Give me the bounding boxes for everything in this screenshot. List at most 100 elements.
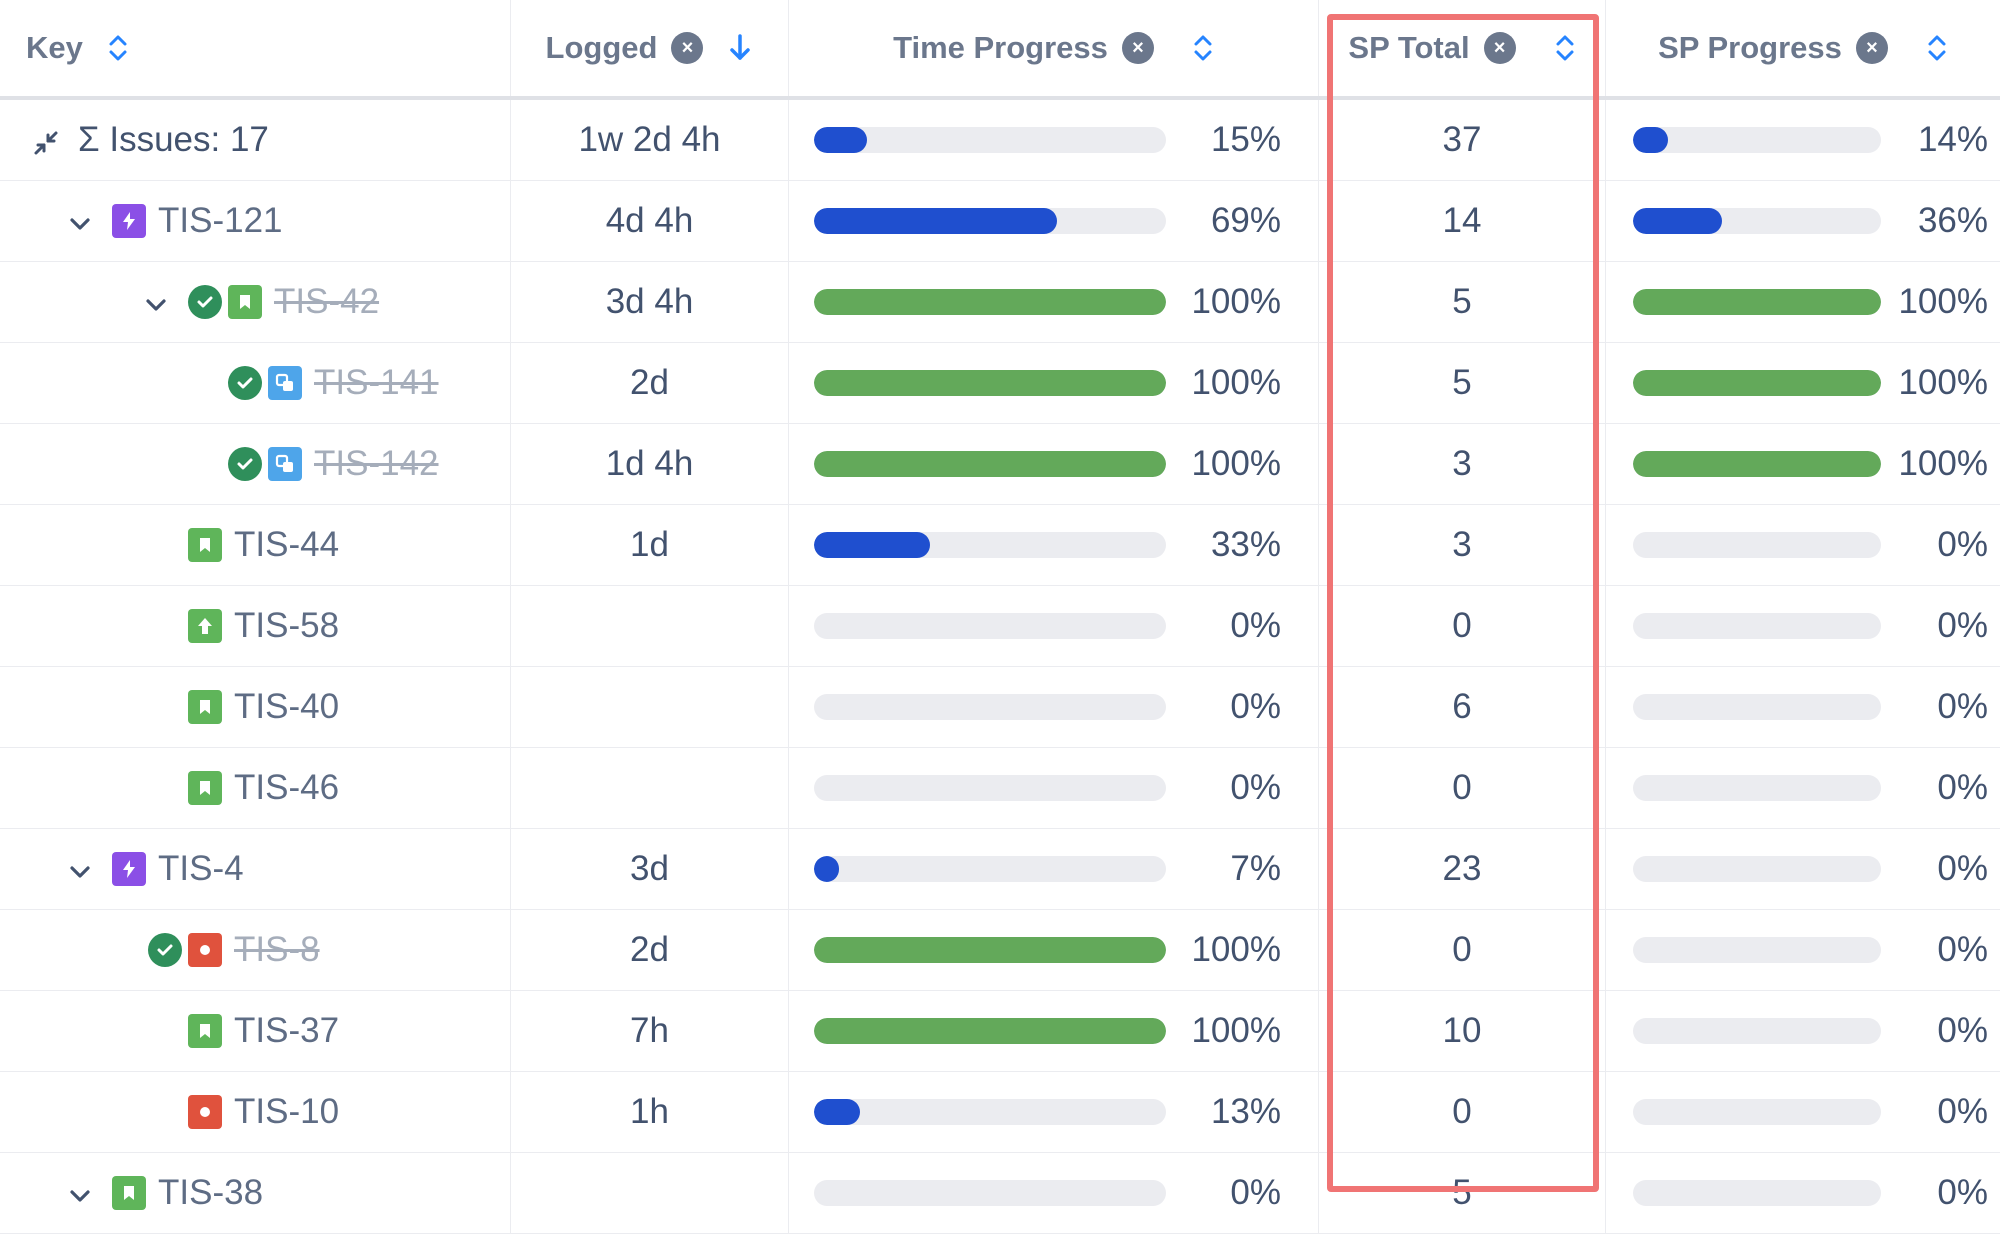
- sort-descending-arrow-icon[interactable]: [727, 31, 753, 65]
- table-row[interactable]: TIS-141 2d 100% 5 100%: [0, 343, 2000, 424]
- sp-progress-fill: [1633, 451, 1881, 477]
- issue-key-link[interactable]: TIS-58: [234, 606, 340, 645]
- epic-type-icon: [112, 852, 146, 886]
- table-row[interactable]: TIS-46 0% 0 0%: [0, 748, 2000, 829]
- issue-key-link[interactable]: TIS-44: [234, 525, 340, 564]
- remove-column-time-progress-icon[interactable]: ×: [1121, 32, 1154, 64]
- issue-key-link[interactable]: TIS-38: [158, 1173, 264, 1212]
- sp-progress-percent: 0%: [1937, 849, 1988, 888]
- sp-progress-cell: 0%: [1605, 586, 2000, 666]
- sp-progress-percent: 0%: [1937, 768, 1988, 807]
- sp-progress-percent: 0%: [1937, 1011, 1988, 1050]
- issue-key-link[interactable]: TIS-142: [314, 444, 439, 483]
- expand-chevron-icon[interactable]: [142, 288, 170, 316]
- table-row[interactable]: TIS-44 1d 33% 3 0%: [0, 505, 2000, 586]
- table-row[interactable]: TIS-38 0% 5 0%: [0, 1153, 2000, 1234]
- remove-column-logged-icon[interactable]: ×: [671, 32, 704, 64]
- sp-total-cell: 0: [1318, 1072, 1605, 1152]
- table-row[interactable]: TIS-121 4d 4h 69% 14 36%: [0, 181, 2000, 262]
- sp-total-cell: 6: [1318, 667, 1605, 747]
- table-row[interactable]: TIS-40 0% 6 0%: [0, 667, 2000, 748]
- summary-row[interactable]: Σ Issues: 17 1w 2d 4h 15% 37 14%: [0, 100, 2000, 181]
- expand-chevron-icon[interactable]: [66, 855, 94, 883]
- table-row[interactable]: TIS-58 0% 0 0%: [0, 586, 2000, 667]
- sort-updown-icon[interactable]: [1926, 31, 1948, 65]
- table-row[interactable]: TIS-42 3d 4h 100% 5 100%: [0, 262, 2000, 343]
- summary-issue-count: Σ Issues: 17: [78, 120, 269, 159]
- table-row[interactable]: TIS-142 1d 4h 100% 3 100%: [0, 424, 2000, 505]
- time-progress-fill: [814, 937, 1166, 963]
- remove-column-sp-progress-icon[interactable]: ×: [1855, 32, 1888, 64]
- issue-key-link[interactable]: TIS-46: [234, 768, 340, 807]
- issue-key-link[interactable]: TIS-42: [274, 282, 380, 321]
- logged-cell: 1d: [510, 505, 788, 585]
- sp-progress-bar: [1633, 775, 1881, 801]
- sp-total-cell: 0: [1318, 586, 1605, 666]
- sp-progress-percent: 14%: [1917, 120, 1988, 159]
- time-progress-bar: [814, 613, 1166, 639]
- sp-total-cell: 5: [1318, 1153, 1605, 1233]
- story-type-icon: [228, 285, 262, 319]
- issue-key-link[interactable]: TIS-40: [234, 687, 340, 726]
- issue-key-link[interactable]: TIS-37: [234, 1011, 340, 1050]
- story-type-icon: [188, 528, 222, 562]
- sp-progress-percent: 100%: [1898, 282, 1988, 321]
- remove-column-sp-total-icon[interactable]: ×: [1483, 32, 1516, 64]
- header-time-progress[interactable]: Time Progress ×: [788, 0, 1318, 96]
- key-cell: TIS-46: [0, 748, 510, 828]
- key-cell: TIS-10: [0, 1072, 510, 1152]
- collapse-all-icon[interactable]: [32, 126, 60, 155]
- sp-progress-percent: 0%: [1937, 930, 1988, 969]
- logged-cell: 4d 4h: [510, 181, 788, 261]
- improvement-type-icon: [188, 609, 222, 643]
- time-progress-bar: [814, 208, 1166, 234]
- sp-progress-bar: [1633, 532, 1881, 558]
- sp-progress-cell: 0%: [1605, 505, 2000, 585]
- issue-key-link[interactable]: TIS-10: [234, 1092, 340, 1131]
- issue-key-link[interactable]: TIS-141: [314, 363, 439, 402]
- issue-key-link[interactable]: TIS-8: [234, 930, 320, 969]
- sp-total-cell: 0: [1318, 748, 1605, 828]
- story-type-icon: [112, 1176, 146, 1210]
- time-progress-fill: [814, 856, 839, 882]
- key-cell: TIS-37: [0, 991, 510, 1071]
- key-cell: TIS-40: [0, 667, 510, 747]
- summary-time-progress: 15%: [788, 100, 1318, 180]
- sort-updown-icon[interactable]: [107, 31, 129, 65]
- bug-type-icon: [188, 933, 222, 967]
- table-row[interactable]: TIS-8 2d 100% 0 0%: [0, 910, 2000, 991]
- table-row[interactable]: TIS-10 1h 13% 0 0%: [0, 1072, 2000, 1153]
- time-progress-bar: [814, 289, 1166, 315]
- time-progress-fill: [814, 289, 1166, 315]
- table-row[interactable]: TIS-4 3d 7% 23 0%: [0, 829, 2000, 910]
- sp-progress-percent: 100%: [1898, 363, 1988, 402]
- issue-key-link[interactable]: TIS-4: [158, 849, 244, 888]
- logged-cell: 1d 4h: [510, 424, 788, 504]
- expand-chevron-icon[interactable]: [66, 207, 94, 235]
- header-sp-total-label: SP Total: [1348, 30, 1470, 65]
- sp-progress-cell: 0%: [1605, 748, 2000, 828]
- issue-key-link[interactable]: TIS-121: [158, 201, 283, 240]
- story-type-icon: [188, 1014, 222, 1048]
- key-cell: TIS-121: [0, 181, 510, 261]
- logged-cell: [510, 748, 788, 828]
- header-logged[interactable]: Logged ×: [510, 0, 788, 96]
- time-progress-fill: [814, 370, 1166, 396]
- sp-progress-cell: 0%: [1605, 991, 2000, 1071]
- time-progress-cell: 100%: [788, 424, 1318, 504]
- sp-progress-bar: [1633, 1018, 1881, 1044]
- sort-updown-icon[interactable]: [1554, 31, 1576, 65]
- sort-updown-icon[interactable]: [1192, 31, 1214, 65]
- time-progress-bar: [814, 937, 1166, 963]
- header-key[interactable]: Key: [0, 0, 510, 96]
- table-row[interactable]: TIS-37 7h 100% 10 0%: [0, 991, 2000, 1072]
- header-sp-progress[interactable]: SP Progress ×: [1605, 0, 2000, 96]
- expand-chevron-icon[interactable]: [66, 1179, 94, 1207]
- sp-progress-bar: [1633, 289, 1881, 315]
- header-sp-total[interactable]: SP Total ×: [1318, 0, 1605, 96]
- key-cell: TIS-141: [0, 343, 510, 423]
- sp-progress-percent: 0%: [1937, 687, 1988, 726]
- sp-total-cell: 14: [1318, 181, 1605, 261]
- time-progress-percent: 100%: [1191, 1011, 1281, 1050]
- sp-progress-percent: 100%: [1898, 444, 1988, 483]
